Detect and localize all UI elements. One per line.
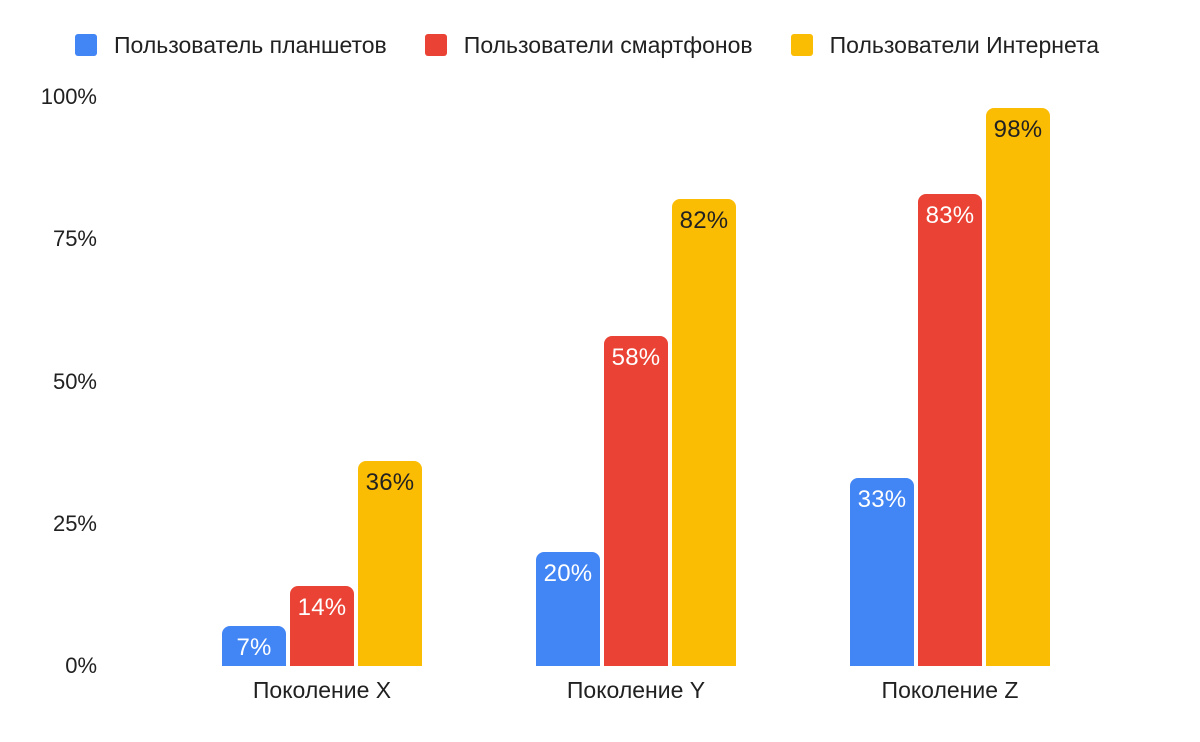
- bar: 33%: [850, 478, 914, 666]
- y-axis-label: 50%: [52, 368, 97, 394]
- bar: 98%: [986, 108, 1050, 666]
- x-axis-category-label: Поколение X: [252, 677, 392, 703]
- bar: 83%: [918, 193, 982, 666]
- bar-value-label: 82%: [679, 207, 729, 235]
- bar-value-label: 83%: [925, 201, 975, 229]
- legend-swatch-blue-icon: [75, 34, 97, 56]
- bar-value-label: 36%: [365, 469, 415, 497]
- legend-item-tablet-users: Пользователь планшетов: [75, 32, 387, 58]
- bar-value-label: 20%: [543, 560, 593, 588]
- legend-swatch-red-icon: [424, 34, 447, 56]
- bar: 14%: [290, 586, 354, 666]
- bar-value-label: 98%: [993, 116, 1043, 144]
- legend-item-internet-users: Пользователи Интернета: [790, 32, 1100, 58]
- x-axis-category-label: Поколение Y: [566, 677, 706, 703]
- bar: 82%: [672, 199, 736, 666]
- bar-value-label: 7%: [236, 634, 272, 662]
- bar-value-label: 58%: [611, 343, 661, 371]
- bar-value-label: 14%: [297, 594, 347, 622]
- y-axis-label: 75%: [52, 226, 97, 252]
- bar: 36%: [358, 461, 422, 666]
- x-axis-category-label: Поколение Z: [881, 677, 1019, 703]
- bar: 58%: [604, 335, 668, 666]
- legend-label: Пользователь планшетов: [114, 32, 387, 58]
- y-axis-label: 0%: [65, 653, 97, 678]
- legend-swatch-yellow-icon: [790, 34, 813, 56]
- bar: 20%: [536, 552, 600, 666]
- legend-label: Пользователи смартфонов: [463, 32, 753, 58]
- bar: 7%: [222, 626, 286, 666]
- legend-item-smartphone-users: Пользователи смартфонов: [424, 32, 753, 58]
- y-axis-label: 25%: [52, 510, 97, 536]
- legend-label: Пользователи Интернета: [829, 32, 1100, 58]
- y-axis-label: 100%: [40, 84, 97, 109]
- chart-legend: Пользователь планшетов Пользователи смар…: [75, 32, 1099, 58]
- bar-value-label: 33%: [857, 486, 907, 514]
